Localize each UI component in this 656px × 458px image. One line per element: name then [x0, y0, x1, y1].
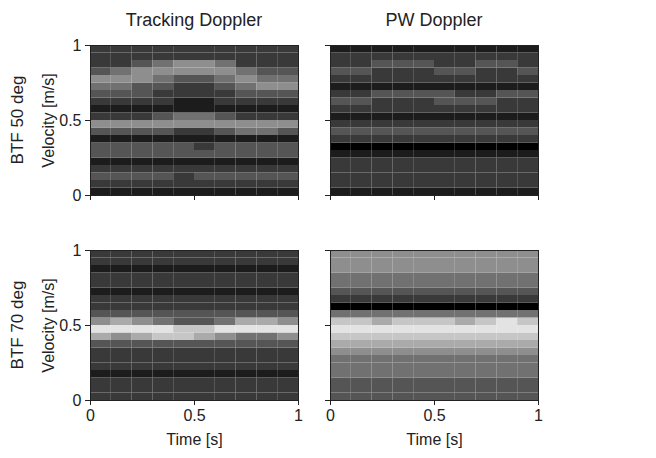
svg-text:0: 0: [326, 407, 335, 424]
svg-text:1: 1: [294, 407, 303, 424]
svg-text:Velocity [m/s]: Velocity [m/s]: [40, 278, 57, 372]
svg-text:0.5: 0.5: [183, 407, 205, 424]
svg-text:0.5: 0.5: [423, 407, 445, 424]
svg-text:Velocity [m/s]: Velocity [m/s]: [40, 73, 57, 167]
html-text:BTF 50 deg: BTF 50 deg: [8, 75, 27, 165]
svg-text:0: 0: [73, 392, 82, 409]
svg-text:0.5: 0.5: [59, 317, 81, 334]
svg-text:1: 1: [73, 242, 82, 259]
html-text:PW Doppler: PW Doppler: [385, 10, 483, 30]
svg-text:0: 0: [73, 187, 82, 204]
svg-text:0.5: 0.5: [59, 112, 81, 129]
svg-text:Time [s]: Time [s]: [406, 431, 462, 448]
svg-text:1: 1: [73, 37, 82, 54]
svg-text:0: 0: [86, 407, 95, 424]
svg-text:1: 1: [534, 407, 543, 424]
html-text:Tracking Doppler: Tracking Doppler: [125, 10, 263, 30]
svg-text:Time [s]: Time [s]: [166, 431, 222, 448]
html-text:BTF 70 deg: BTF 70 deg: [8, 280, 27, 370]
